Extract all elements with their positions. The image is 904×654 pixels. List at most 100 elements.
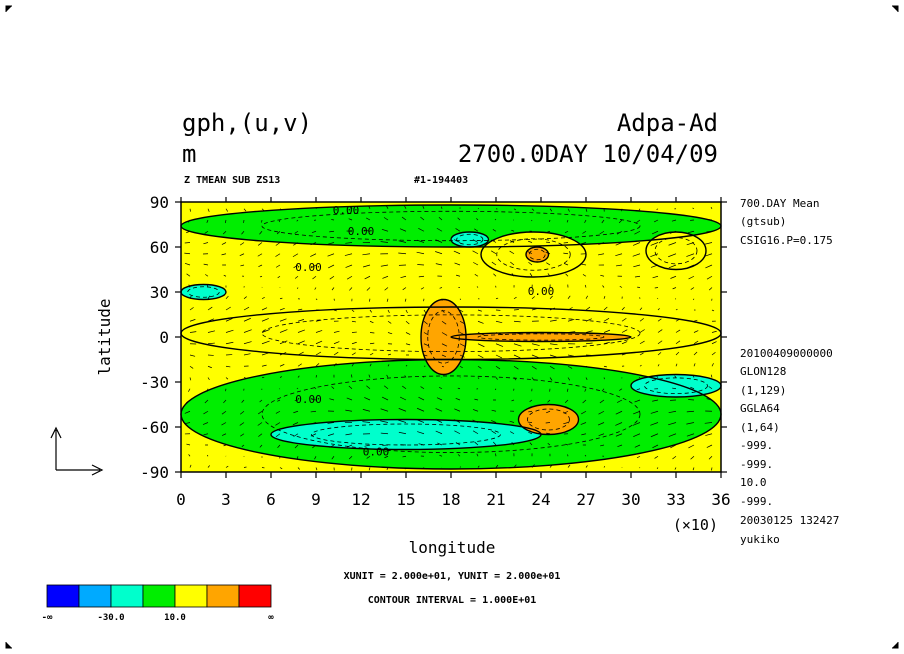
wind-vector bbox=[657, 340, 663, 345]
wind-vector bbox=[422, 205, 425, 209]
wind-vector bbox=[315, 467, 318, 471]
wind-vector bbox=[706, 275, 713, 280]
wind-vector bbox=[706, 444, 713, 448]
wind-vector bbox=[546, 410, 551, 414]
wind-vector bbox=[672, 455, 677, 460]
wind-vector bbox=[441, 320, 447, 325]
wind-vector bbox=[225, 365, 231, 368]
wind-vector bbox=[513, 320, 521, 323]
wind-vector bbox=[584, 388, 587, 392]
wind-vector bbox=[310, 253, 317, 257]
wind-vector bbox=[671, 219, 677, 222]
wind-vector bbox=[639, 307, 643, 311]
wind-vector bbox=[331, 386, 335, 390]
wind-vector bbox=[639, 352, 644, 356]
y-tick-label: -90 bbox=[140, 463, 169, 482]
wind-vector bbox=[369, 353, 374, 356]
wind-vector bbox=[581, 263, 587, 266]
wind-vector bbox=[531, 365, 537, 370]
wind-vector bbox=[472, 250, 479, 255]
wind-vector bbox=[708, 386, 713, 390]
wind-vector bbox=[547, 399, 551, 403]
run-id: #1-194403 bbox=[414, 175, 468, 186]
wind-vector bbox=[495, 377, 498, 380]
wind-vector bbox=[549, 319, 557, 322]
wind-vector bbox=[369, 342, 375, 345]
wind-vector bbox=[279, 376, 283, 378]
wind-vector bbox=[686, 433, 695, 437]
wind-vector bbox=[275, 410, 281, 414]
wind-vector bbox=[632, 422, 641, 426]
wind-vector bbox=[688, 444, 695, 449]
wind-vector bbox=[399, 396, 407, 401]
wind-vector bbox=[223, 399, 227, 404]
wind-vector bbox=[346, 397, 353, 401]
wind-vector bbox=[617, 399, 623, 403]
wind-vector bbox=[221, 422, 227, 426]
wind-vector bbox=[331, 287, 335, 291]
wind-vector bbox=[435, 263, 443, 266]
side-info-line: (gtsub) bbox=[740, 215, 786, 228]
wind-vector bbox=[650, 410, 659, 414]
wind-vector bbox=[348, 455, 353, 460]
wind-vector bbox=[531, 296, 535, 300]
wind-vector bbox=[459, 466, 461, 468]
wind-vector bbox=[184, 262, 191, 266]
wind-vector bbox=[549, 219, 551, 222]
wind-vector bbox=[387, 332, 393, 335]
wind-vector bbox=[203, 242, 209, 245]
wind-vector bbox=[686, 410, 695, 413]
wind-vector bbox=[472, 409, 479, 412]
wind-vector bbox=[476, 453, 479, 457]
wind-vector bbox=[621, 329, 628, 333]
wind-vector bbox=[369, 298, 371, 302]
wind-vector bbox=[602, 285, 605, 288]
wind-vector bbox=[615, 422, 623, 426]
wind-vector bbox=[584, 219, 587, 223]
wind-vector bbox=[221, 410, 227, 415]
wind-vector bbox=[692, 298, 695, 301]
wind-vector bbox=[585, 377, 588, 380]
wind-vector bbox=[261, 296, 265, 300]
wind-vector bbox=[582, 274, 587, 277]
wind-vector bbox=[331, 456, 335, 460]
wind-vector bbox=[582, 399, 587, 404]
colorbar-labels: -∞ -30.0 10.0 ∞ bbox=[42, 613, 275, 623]
wind-vector bbox=[477, 343, 485, 348]
wind-vector bbox=[435, 239, 443, 243]
wind-vector bbox=[420, 386, 425, 390]
wind-vector bbox=[207, 365, 212, 369]
wind-vector bbox=[582, 230, 587, 234]
wind-vector bbox=[293, 264, 299, 269]
colorbar bbox=[46, 584, 272, 608]
wind-vector bbox=[327, 422, 335, 424]
wind-vector bbox=[275, 264, 281, 268]
wind-vector bbox=[584, 284, 587, 288]
wind-vector bbox=[668, 433, 677, 437]
wind-vector bbox=[362, 421, 371, 423]
wind-vector bbox=[705, 264, 713, 269]
wind-vector bbox=[381, 396, 389, 401]
wind-vector bbox=[454, 262, 461, 266]
wind-vector bbox=[652, 275, 659, 279]
wind-vector bbox=[639, 340, 645, 345]
wind-vector bbox=[693, 330, 699, 333]
wind-vector bbox=[441, 343, 448, 347]
crop-marks bbox=[5, 5, 899, 649]
wind-vector bbox=[189, 354, 196, 357]
wind-vector bbox=[435, 251, 443, 255]
wind-vector bbox=[621, 317, 627, 322]
wind-vector bbox=[420, 287, 425, 290]
wind-vector bbox=[366, 217, 371, 221]
wind-vector bbox=[437, 442, 443, 446]
wind-vector bbox=[563, 263, 569, 266]
wind-vector bbox=[457, 454, 461, 457]
wind-vector bbox=[619, 388, 623, 391]
wind-vector bbox=[261, 307, 268, 311]
wind-vector bbox=[495, 365, 501, 370]
wind-vector bbox=[634, 444, 641, 448]
wind-vector bbox=[672, 287, 677, 290]
x-tick-label: 6 bbox=[266, 490, 276, 509]
wind-vector bbox=[203, 263, 209, 266]
